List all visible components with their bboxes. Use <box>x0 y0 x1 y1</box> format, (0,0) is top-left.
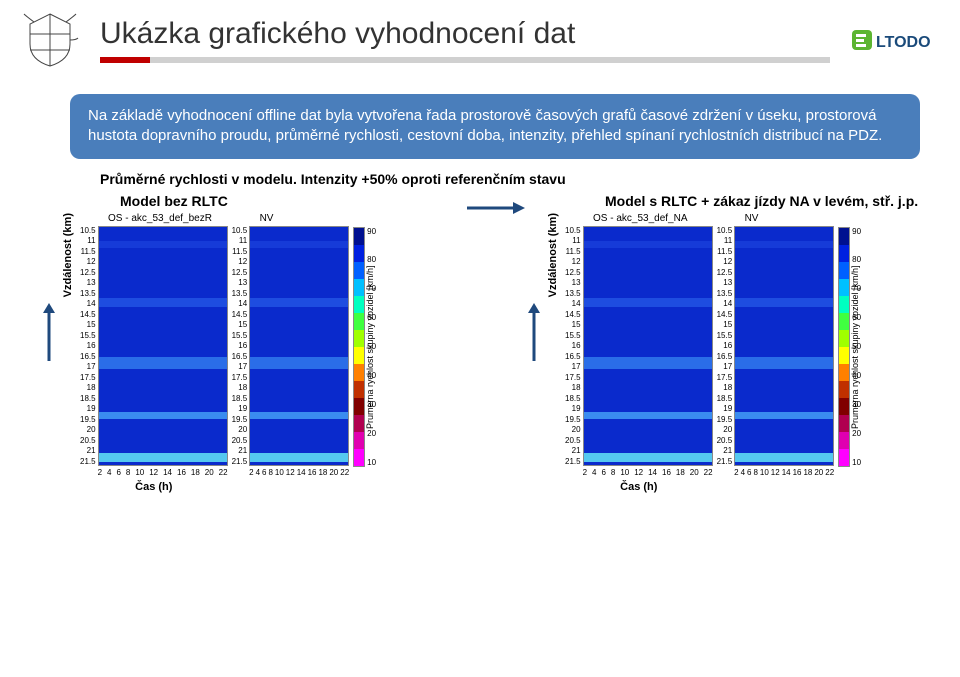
panel1-sub: OS - akc_53_def_bezR <box>108 213 228 224</box>
page-title: Ukázka grafického vyhodnocení dat <box>100 17 830 51</box>
y-ticks: 10.51111.51212.51313.51414.51515.51616.5… <box>565 226 583 466</box>
arrow-up-icon <box>42 303 56 363</box>
arrow-between <box>465 201 525 220</box>
heatmap: 246810121416182022 <box>98 226 228 477</box>
chart-group-left: Model bez RLTC Vzdálenost (km) OS - akc_… <box>60 193 445 493</box>
arrow-up-icon <box>527 303 541 363</box>
charts-row: Model bez RLTC Vzdálenost (km) OS - akc_… <box>0 193 960 493</box>
heatmap: 246810121416182022 <box>734 226 834 477</box>
panel2-sub: NV <box>260 213 350 224</box>
x-axis-label: Čas (h) <box>80 481 228 493</box>
y-axis-label: Vzdálenost (km) <box>60 213 76 297</box>
x-ticks: 246810121416182022 <box>734 466 834 477</box>
panel4-sub: NV <box>745 213 835 224</box>
heatmap-panel-2: NV 10.51111.51212.51313.51414.51515.5161… <box>232 213 350 477</box>
x-ticks: 246810121416182022 <box>583 466 713 477</box>
panel3-sub: OS - akc_53_def_NA <box>593 213 713 224</box>
intro-box: Na základě vyhodnocení offline dat byla … <box>70 94 920 159</box>
heatmap-panel-1: OS - akc_53_def_bezR 10.51111.51212.5131… <box>80 213 228 493</box>
x-ticks: 246810121416182022 <box>249 466 349 477</box>
x-ticks: 246810121416182022 <box>98 466 228 477</box>
eltodo-logo: LTODO <box>850 26 940 54</box>
y-ticks: 10.51111.51212.51313.51414.51515.51616.5… <box>80 226 98 466</box>
colorbar-2: 908070605040302010 Prumerna rychlost sku… <box>838 227 860 467</box>
colorbar-label: Prumerna rychlost skupiny vozidel [km/h] <box>365 227 375 467</box>
subtitle: Průměrné rychlosti v modelu. Intenzity +… <box>100 171 920 187</box>
header: Ukázka grafického vyhodnocení dat LTODO <box>0 0 960 74</box>
intro-text: Na základě vyhodnocení offline dat byla … <box>88 107 882 144</box>
heatmap-panel-4: NV 10.51111.51212.51313.51414.51515.5161… <box>717 213 835 477</box>
y-ticks: 10.51111.51212.51313.51414.51515.51616.5… <box>232 226 250 466</box>
chart-group-right: Model s RLTC + zákaz jízdy NA v levém, s… <box>545 193 930 493</box>
heatmap-panel-3: OS - akc_53_def_NA 10.51111.51212.51313.… <box>565 213 713 493</box>
colorbar-label: Prumerna rychlost skupiny vozidel [km/h] <box>850 227 860 467</box>
emblem-icon <box>20 10 80 70</box>
title-area: Ukázka grafického vyhodnocení dat <box>100 17 830 63</box>
heatmap: 246810121416182022 <box>249 226 349 477</box>
arrow-right-icon <box>465 201 525 215</box>
x-axis-label: Čas (h) <box>565 481 713 493</box>
colorbar-1: 908070605040302010 Prumerna rychlost sku… <box>353 227 375 467</box>
left-group-title: Model bez RLTC <box>120 193 445 209</box>
right-group-title: Model s RLTC + zákaz jízdy NA v levém, s… <box>605 193 930 209</box>
y-ticks: 10.51111.51212.51313.51414.51515.51616.5… <box>717 226 735 466</box>
heatmap: 246810121416182022 <box>583 226 713 477</box>
title-rule <box>100 57 830 63</box>
y-axis-label: Vzdálenost (km) <box>545 213 561 297</box>
svg-text:LTODO: LTODO <box>876 34 931 51</box>
